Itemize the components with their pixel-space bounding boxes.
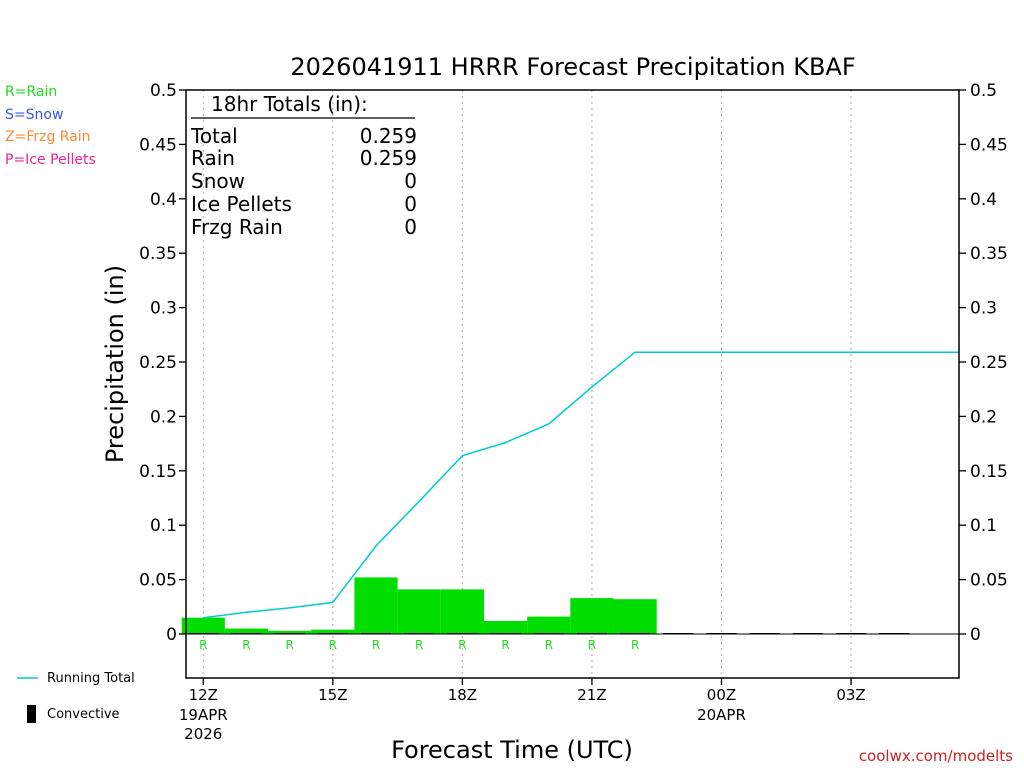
totals-value-ice-pellets: 0 — [404, 192, 417, 216]
y-tick-label-right: 0.4 — [970, 190, 997, 210]
rain-bar — [268, 630, 312, 634]
x-tick-label: 12Z — [189, 686, 218, 704]
totals-value-frzg-rain: 0 — [404, 215, 417, 239]
totals-label-snow: Snow — [191, 169, 245, 193]
y-tick-label-right: 0.1 — [970, 516, 997, 536]
ptype-legend-frzg-rain: Z=Frzg Rain — [5, 129, 91, 145]
rain-bar — [311, 629, 355, 634]
y-tick-label-left: 0.45 — [139, 135, 177, 155]
convective-legend-swatch — [27, 705, 36, 723]
ptype-marker: R — [545, 638, 553, 652]
y-tick-label-left: 0.2 — [150, 407, 177, 427]
totals-label-total: Total — [190, 124, 238, 148]
credit-text: coolwx.com/modelts — [859, 747, 1013, 765]
rain-bar — [483, 620, 528, 634]
rain-bar — [527, 616, 571, 634]
y-tick-label-right: 0.45 — [970, 135, 1008, 155]
ptype-marker: R — [458, 638, 466, 652]
x-tick-label: 00Z — [707, 686, 736, 704]
grid-layer — [202, 90, 852, 678]
series-legend: Running Total Convective — [17, 671, 135, 723]
y-axis-right: 0 0.05 0.1 0.15 0.2 0.25 0.3 0.35 0.4 0.45 0.5 — [959, 81, 1008, 645]
y-tick-label-right: 0.3 — [970, 299, 997, 319]
totals-header: 18hr Totals (in): — [211, 92, 368, 116]
ptype-legend-ice-pellets: P=Ice Pellets — [5, 152, 96, 168]
ptype-legend-rain: R=Rain — [5, 84, 57, 100]
ptype-marker: R — [199, 638, 207, 652]
y-tick-label-left: 0.35 — [139, 244, 177, 264]
totals-value-total: 0.259 — [360, 124, 417, 148]
rain-bar — [397, 589, 441, 634]
totals-box: 18hr Totals (in): Total 0.259 Rain 0.259… — [190, 92, 417, 239]
ptype-marker: R — [501, 638, 509, 652]
totals-label-frzg-rain: Frzg Rain — [191, 215, 283, 239]
totals-label-ice-pellets: Ice Pellets — [191, 192, 292, 216]
rain-bar — [570, 598, 614, 634]
y-tick-label-right: 0.2 — [970, 407, 997, 427]
running-total-layer — [203, 351, 959, 619]
rain-bar — [181, 617, 225, 634]
y-tick-label-right: 0.15 — [970, 462, 1008, 482]
x-tick-date-label: 19APR — [179, 706, 228, 724]
y-tick-label-left: 0.05 — [139, 571, 177, 591]
x-tick-date-label: 20APR — [697, 706, 746, 724]
ptype-marker: R — [415, 638, 423, 652]
totals-value-snow: 0 — [404, 169, 417, 193]
chart-title: 2026041911 HRRR Forecast Precipitation K… — [290, 53, 855, 81]
y-tick-label-right: 0.35 — [970, 244, 1008, 264]
convective-legend-label: Convective — [47, 707, 120, 722]
x-tick-year-label: 2026 — [184, 725, 222, 743]
y-tick-label-left: 0 — [166, 625, 177, 645]
y-tick-label-left: 0.1 — [150, 516, 177, 536]
ptype-marker: R — [329, 638, 337, 652]
y-tick-label-left: 0.25 — [139, 353, 177, 373]
y-tick-label-right: 0 — [970, 625, 981, 645]
y-tick-label-right: 0.25 — [970, 353, 1008, 373]
y-tick-label-right: 0.5 — [970, 81, 997, 101]
rain-bar — [440, 589, 484, 634]
y-tick-label-left: 0.15 — [139, 462, 177, 482]
plot-frame — [185, 89, 960, 679]
rain-bar — [354, 577, 398, 634]
y-axis-left: 0 0.05 0.1 0.15 0.2 0.25 0.3 0.35 0.4 0.45 0.5 — [139, 81, 186, 645]
x-tick-label: 21Z — [577, 686, 606, 704]
bars-layer — [181, 577, 959, 635]
ptype-marker: R — [285, 638, 293, 652]
running-total-line — [203, 351, 959, 619]
ptype-marker: R — [631, 638, 639, 652]
ptype-marker: R — [372, 638, 380, 652]
rain-bar — [613, 599, 657, 634]
x-tick-label: 18Z — [448, 686, 477, 704]
y-tick-label-left: 0.5 — [150, 81, 177, 101]
y-tick-label-left: 0.3 — [150, 299, 177, 319]
running-total-legend-label: Running Total — [47, 671, 135, 686]
ptype-marker: R — [242, 638, 250, 652]
totals-value-rain: 0.259 — [360, 146, 417, 170]
y-axis-label: Precipitation (in) — [101, 265, 129, 463]
totals-label-rain: Rain — [191, 146, 235, 170]
y-tick-label-right: 0.05 — [970, 571, 1008, 591]
x-tick-label: 03Z — [836, 686, 865, 704]
ptype-marker: R — [588, 638, 596, 652]
rain-bar — [224, 628, 269, 634]
ptype-legend: R=Rain S=Snow Z=Frzg Rain P=Ice Pellets — [5, 84, 96, 168]
x-tick-label: 15Z — [318, 686, 347, 704]
ptype-legend-snow: S=Snow — [5, 107, 63, 123]
y-tick-label-left: 0.4 — [150, 190, 177, 210]
x-axis-label: Forecast Time (UTC) — [391, 736, 633, 764]
